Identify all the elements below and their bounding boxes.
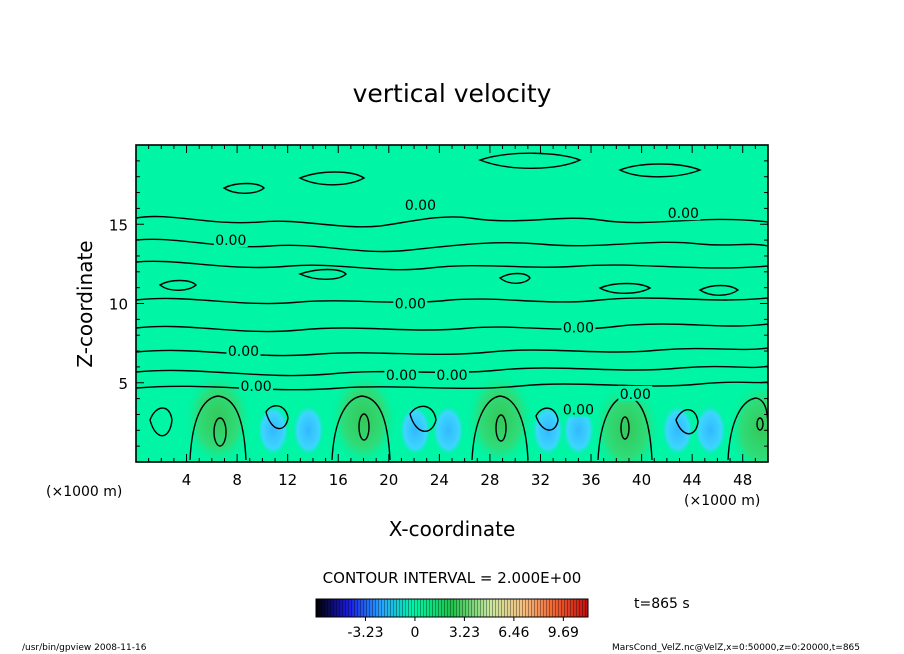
x-tick-label: 44 xyxy=(683,471,702,489)
contour-label: 0.00 xyxy=(563,403,594,419)
downdraft-region xyxy=(562,404,595,457)
contour-label: 0.00 xyxy=(386,368,417,384)
contour-label: 0.00 xyxy=(395,297,426,313)
x-tick-label: 28 xyxy=(480,471,499,489)
contour-label-bg xyxy=(561,401,596,417)
x-tick-label: 16 xyxy=(329,471,348,489)
contour-label-bg xyxy=(226,343,261,359)
downdraft-region xyxy=(694,404,727,457)
contour-label: 0.00 xyxy=(436,368,467,384)
time-label: t=865 s xyxy=(634,596,690,612)
contour-label-bg xyxy=(393,295,428,311)
y-axis: 5 10 15 xyxy=(109,144,768,463)
x-unit-left: (×1000 m) xyxy=(46,484,122,500)
downdraft-region xyxy=(661,404,694,457)
x-tick-label: 8 xyxy=(232,471,242,489)
contour-label-bg xyxy=(561,319,596,335)
footer-right: MarsCond_VelZ.nc@VelZ,x=0:50000,z=0:2000… xyxy=(612,643,860,653)
colorbar-tick-label: -3.23 xyxy=(347,625,383,641)
colorbar-ticks: -3.23 0 3.23 6.46 9.69 xyxy=(347,617,579,641)
contour-label-bg xyxy=(239,377,274,393)
downdraft-region xyxy=(257,404,290,457)
x-tick-label: 24 xyxy=(430,471,449,489)
x-tick-label: 12 xyxy=(278,471,297,489)
contour-label: 0.00 xyxy=(668,206,699,222)
velocity-field xyxy=(184,366,768,462)
colorbar: -3.23 0 3.23 6.46 9.69 xyxy=(315,598,589,641)
colorbar-tick-label: 3.23 xyxy=(449,625,480,641)
contour-label-bg xyxy=(403,197,438,213)
x-axis: 4 8 12 16 20 24 28 32 36 40 44 48 xyxy=(135,145,769,489)
contour-label-bg xyxy=(384,366,419,382)
footer-left: /usr/bin/gpview 2008-11-16 xyxy=(22,643,147,653)
contour-lines xyxy=(136,152,768,461)
contour-label-bg xyxy=(618,385,653,401)
x-tick-label: 48 xyxy=(733,471,752,489)
updraft-region xyxy=(184,366,253,462)
updraft-region xyxy=(727,375,768,462)
contour-label-bg xyxy=(435,366,469,382)
x-unit-right: (×1000 m) xyxy=(684,493,760,509)
chart-title: vertical velocity xyxy=(353,79,552,108)
contour-label-bg xyxy=(666,205,701,221)
contour-label: 0.00 xyxy=(215,233,246,249)
downdraft-region xyxy=(292,404,325,457)
x-axis-label: X-coordinate xyxy=(389,517,516,541)
contour-label: 0.00 xyxy=(240,379,271,395)
updraft-region xyxy=(466,366,535,462)
x-tick-label: 32 xyxy=(531,471,550,489)
contour-label: 0.00 xyxy=(228,344,259,360)
contour-label: 0.00 xyxy=(405,198,436,214)
x-tick-label: 40 xyxy=(632,471,651,489)
x-tick-label: 20 xyxy=(379,471,398,489)
colorbar-stripes xyxy=(316,599,588,617)
contour-labels: 0.00 0.00 0.00 0.00 0.00 0.00 0.00 0.00 0.00 0.00… xyxy=(213,197,701,419)
y-axis-label: Z-coordinate xyxy=(73,240,97,367)
y-tick-label: 15 xyxy=(109,216,128,234)
colorbar-tick-label: 0 xyxy=(410,625,419,641)
colorbar-frame xyxy=(315,598,589,618)
downdraft-region xyxy=(399,404,432,457)
contour-label: 0.00 xyxy=(563,320,594,336)
x-tick-label: 4 xyxy=(182,471,192,489)
contour-label: 0.00 xyxy=(620,387,651,403)
downdraft-region xyxy=(432,404,465,457)
colorbar-tick-label: 9.69 xyxy=(548,625,579,641)
plot-area: 0.00 0.00 0.00 0.00 0.00 0.00 0.00 0.00 0.00 0.00… xyxy=(135,144,769,463)
x-tick-label: 36 xyxy=(581,471,600,489)
y-tick-label: 5 xyxy=(118,375,128,393)
colorbar-tick-label: 6.46 xyxy=(498,625,529,641)
y-tick-label: 10 xyxy=(109,296,128,314)
contour-interval-text: CONTOUR INTERVAL = 2.000E+00 xyxy=(323,569,582,587)
contour-label-bg xyxy=(213,232,248,248)
